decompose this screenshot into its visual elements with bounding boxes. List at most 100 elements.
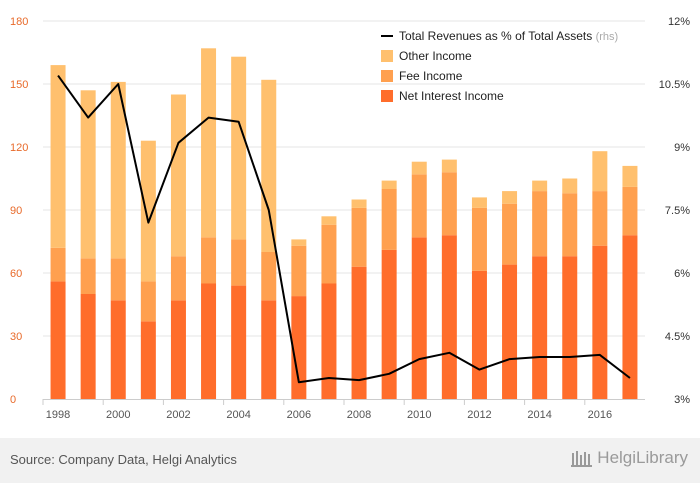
bar-net-interest-income [532,256,548,399]
y-left-tick-label: 180 [10,16,28,28]
footer: Source: Company Data, Helgi Analytics He… [0,438,700,483]
y-right-tick-label: 3% [674,394,690,406]
bar-other-income [532,180,548,192]
source-note: Source: Company Data, Helgi Analytics [10,452,237,467]
bar-line-chart: 0 3% 30 4.5% 60 6% 90 7.5% 120 9% 150 10.5% 180 12% 19… [10,16,690,421]
bar-net-interest-income [140,321,156,399]
bar-other-income [351,199,367,208]
bar-fee-income [562,193,578,257]
bar-other-income [291,239,307,246]
bar-net-interest-income [291,296,307,399]
bar-other-income [622,165,638,187]
y-left-tick-label: 0 [10,394,16,406]
bar-other-income [140,140,156,282]
bar-net-interest-income [622,235,638,399]
bar-fee-income [291,245,307,297]
y-left-tick-label: 120 [10,142,28,154]
x-tick-label: 2002 [166,409,190,421]
bar-net-interest-income [562,256,578,399]
bar-net-interest-income [170,300,186,399]
x-tick-label: 2012 [467,409,491,421]
bar-other-income [110,81,126,259]
y-right-tick-label: 12% [668,16,690,28]
bar-net-interest-income [411,237,427,399]
x-tick-label: 1998 [46,409,70,421]
bar-fee-income [592,191,608,246]
legend-label: Other Income [399,49,472,63]
y-left-tick-label: 30 [10,331,22,343]
bar-other-income [50,65,66,248]
bar-fee-income [170,256,186,301]
bar-fee-income [110,258,126,301]
line-total-revenues-pct-assets [57,75,631,384]
legend-swatch [381,50,393,62]
bar-net-interest-income [351,266,367,399]
legend-swatch [381,70,393,82]
bar-fee-income [351,207,367,267]
bar-other-income [411,161,427,175]
brand-name: HelgiLibrary [597,448,688,467]
bar-fee-income [502,203,518,265]
bar-other-income [261,79,277,252]
bar-other-income [231,56,247,240]
bar-fee-income [140,281,156,322]
bar-net-interest-income [50,281,66,399]
bar-other-income [381,180,397,189]
bar-fee-income [261,252,277,301]
bar-fee-income [622,186,638,236]
bar-other-income [471,197,487,208]
library-icon [571,451,593,467]
bar-other-income [321,216,337,225]
bar-fee-income [471,207,487,271]
bar-fee-income [80,258,96,294]
bar-fee-income [201,237,217,284]
bar-fee-income [411,174,427,238]
bar-net-interest-income [471,270,487,399]
bar-other-income [170,94,186,257]
bar-fee-income [532,191,548,257]
y-left-tick-label: 90 [10,205,22,217]
bar-net-interest-income [321,283,337,399]
x-tick-label: 2004 [226,409,250,421]
x-tick-label: 2008 [347,409,371,421]
legend-swatch [381,90,393,102]
bar-net-interest-income [261,300,277,399]
y-right-tick-label: 10.5% [659,79,690,91]
bar-net-interest-income [201,283,217,399]
bar-other-income [502,191,518,204]
bar-other-income [592,151,608,192]
y-right-tick-label: 7.5% [665,205,690,217]
bar-net-interest-income [80,294,96,399]
y-left-tick-label: 150 [10,79,28,91]
legend-rhs-note: (rhs) [596,31,619,43]
bar-net-interest-income [441,235,457,399]
y-right-tick-label: 4.5% [665,331,690,343]
x-tick-label: 2006 [287,409,311,421]
y-left-tick-label: 60 [10,268,22,280]
x-tick-label: 2014 [527,409,551,421]
legend-label: Total Revenues as % of Total Assets (rhs… [399,29,618,43]
brand-logo[interactable]: HelgiLibrary [571,448,688,468]
bar-other-income [562,178,578,194]
y-right-tick-label: 6% [674,268,690,280]
bar-other-income [80,90,96,259]
bar-fee-income [321,224,337,284]
bar-net-interest-income [502,264,518,399]
x-tick-label: 2000 [106,409,130,421]
bar-net-interest-income [231,285,247,399]
x-tick-label: 2016 [588,409,612,421]
bar-net-interest-income [110,300,126,399]
bar-other-income [441,159,457,173]
bar-fee-income [231,239,247,286]
legend-label: Net Interest Income [399,89,504,103]
bar-fee-income [50,247,66,282]
x-tick-label: 2010 [407,409,431,421]
bar-other-income [201,48,217,238]
bar-fee-income [441,172,457,236]
bar-fee-income [381,189,397,250]
y-right-tick-label: 9% [674,142,690,154]
bar-net-interest-income [592,245,608,399]
legend-label: Fee Income [399,69,463,83]
bar-net-interest-income [381,249,397,399]
